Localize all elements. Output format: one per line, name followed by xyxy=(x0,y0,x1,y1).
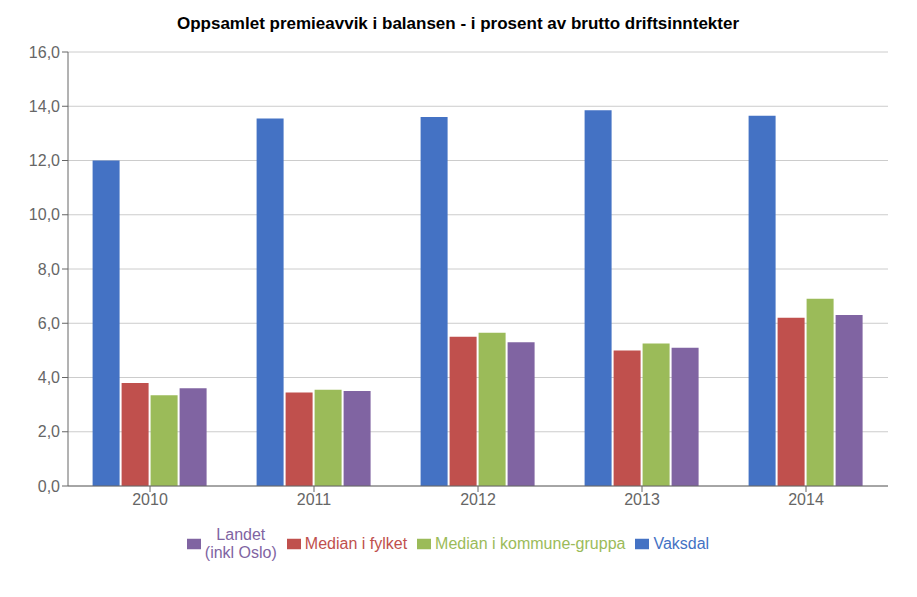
svg-text:16,0: 16,0 xyxy=(29,44,60,61)
svg-text:2014: 2014 xyxy=(788,491,824,508)
svg-text:2013: 2013 xyxy=(624,491,660,508)
svg-text:6,0: 6,0 xyxy=(38,315,60,332)
svg-text:4,0: 4,0 xyxy=(38,369,60,386)
svg-text:2011: 2011 xyxy=(297,491,332,508)
html-text:Oppsamlet premieavvik i balans: Oppsamlet premieavvik i balansen - i pro… xyxy=(177,14,739,33)
svg-text:2012: 2012 xyxy=(460,491,496,508)
svg-text:14,0: 14,0 xyxy=(29,98,60,115)
svg-text:10,0: 10,0 xyxy=(29,206,60,223)
html-text:Landet (inkl Oslo): Landet (inkl Oslo) xyxy=(204,526,277,561)
svg-text:8,0: 8,0 xyxy=(38,261,60,278)
svg-text:2,0: 2,0 xyxy=(38,423,60,440)
html-text:Median i kommune-gruppa: Median i kommune-gruppa xyxy=(435,535,626,552)
html-text:Median i fylket: Median i fylket xyxy=(304,535,408,552)
svg-text:2010: 2010 xyxy=(132,491,168,508)
svg-text:12,0: 12,0 xyxy=(29,152,60,169)
html-text:Vaksdal: Vaksdal xyxy=(653,535,710,552)
svg-text:0,0: 0,0 xyxy=(38,478,60,495)
